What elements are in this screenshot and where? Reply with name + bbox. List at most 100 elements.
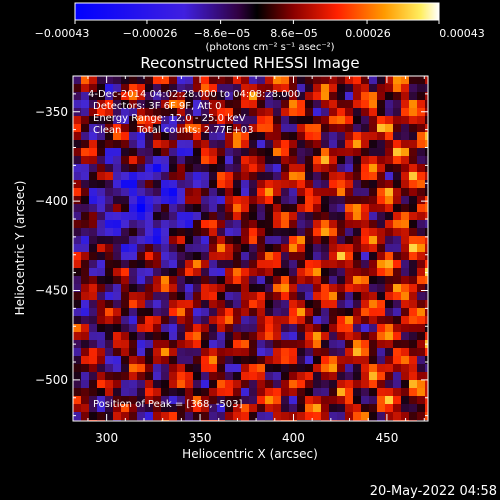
heatmap-cell [417, 284, 425, 292]
heatmap-cell [217, 332, 225, 340]
heatmap-cell [217, 292, 225, 300]
heatmap-cell [249, 252, 257, 260]
heatmap-cell [161, 92, 169, 100]
heatmap-cell [161, 292, 169, 300]
heatmap-cell [329, 172, 337, 180]
heatmap-cell [217, 324, 225, 332]
heatmap-cell [369, 300, 377, 308]
heatmap-cell [337, 276, 345, 284]
heatmap-cell [129, 212, 137, 220]
heatmap-cell [193, 148, 201, 156]
heatmap-cell [297, 276, 305, 284]
heatmap-cell [73, 140, 81, 148]
heatmap-cell [97, 236, 105, 244]
heatmap-cell [345, 404, 353, 412]
heatmap-cell [281, 388, 289, 396]
heatmap-cell [409, 220, 417, 228]
heatmap-cell [137, 292, 145, 300]
heatmap-cell [305, 252, 313, 260]
heatmap-cell [401, 196, 409, 204]
heatmap-cell [257, 132, 265, 140]
heatmap-cell [249, 148, 257, 156]
heatmap-cell [233, 292, 241, 300]
heatmap-cell [361, 252, 369, 260]
heatmap-cell [97, 276, 105, 284]
heatmap-cell [185, 260, 193, 268]
heatmap-cell [353, 388, 361, 396]
heatmap-cell [321, 236, 329, 244]
heatmap-cell [225, 244, 233, 252]
axis-ticks [73, 75, 428, 421]
heatmap-cell [121, 300, 129, 308]
heatmap-cell [385, 244, 393, 252]
heatmap-cell [161, 348, 169, 356]
heatmap-cell [337, 108, 345, 116]
heatmap-cell [185, 308, 193, 316]
heatmap-cell [233, 76, 241, 84]
heatmap-cell [193, 124, 201, 132]
heatmap-cell [233, 396, 241, 404]
heatmap-cell [273, 340, 281, 348]
heatmap-cell [105, 308, 113, 316]
heatmap-cell [193, 356, 201, 364]
heatmap-cell [345, 284, 353, 292]
heatmap-cell [129, 396, 137, 404]
heatmap-cell [193, 236, 201, 244]
heatmap-cell [385, 324, 393, 332]
heatmap-cell [377, 236, 385, 244]
heatmap-cell [185, 364, 193, 372]
heatmap-cell [225, 172, 233, 180]
heatmap-cell [345, 140, 353, 148]
heatmap-cell [169, 172, 177, 180]
heatmap-cell [369, 180, 377, 188]
heatmap-cell [385, 148, 393, 156]
heatmap-cell [361, 164, 369, 172]
heatmap-cell [137, 212, 145, 220]
heatmap-cell [281, 380, 289, 388]
heatmap-cell [305, 116, 313, 124]
heatmap-cell [233, 332, 241, 340]
heatmap-cell [153, 100, 161, 108]
heatmap-cell [257, 244, 265, 252]
heatmap-cell [201, 292, 209, 300]
heatmap-cell [393, 340, 401, 348]
annotation-energy-range: Energy Range: 12.0 - 25.0 keV [93, 113, 246, 124]
heatmap-cell [273, 228, 281, 236]
heatmap-cell [145, 100, 153, 108]
heatmap-cell [153, 124, 161, 132]
heatmap-cell [145, 364, 153, 372]
heatmap-cell [289, 276, 297, 284]
heatmap-cell [345, 92, 353, 100]
heatmap-cell [337, 356, 345, 364]
heatmap-cell [385, 84, 393, 92]
heatmap-cell [153, 212, 161, 220]
heatmap-cell [401, 84, 409, 92]
heatmap-cell [217, 364, 225, 372]
heatmap-cell [393, 324, 401, 332]
heatmap-cell [417, 316, 425, 324]
heatmap-cell [313, 156, 321, 164]
heatmap-cell [169, 412, 177, 420]
heatmap-cell [409, 388, 417, 396]
heatmap-cell [169, 364, 177, 372]
heatmap-cell [329, 204, 337, 212]
heatmap-cell [377, 180, 385, 188]
heatmap-cell [137, 116, 145, 124]
heatmap-cell [129, 172, 137, 180]
heatmap-cell [385, 276, 393, 284]
heatmap-cell [201, 284, 209, 292]
heatmap-cell [281, 316, 289, 324]
heatmap-cell [321, 212, 329, 220]
colorbar-tick-label-3: 8.6e−05 [270, 27, 317, 40]
heatmap-cell [353, 84, 361, 92]
heatmap-cell [161, 300, 169, 308]
heatmap-cell [417, 364, 425, 372]
heatmap-cell [233, 92, 241, 100]
heatmap-cell [129, 284, 137, 292]
heatmap-cell [89, 412, 97, 420]
heatmap-cell [409, 116, 417, 124]
heatmap-cell [297, 204, 305, 212]
heatmap-cell [137, 236, 145, 244]
heatmap-cell [153, 396, 161, 404]
heatmap-cell [369, 372, 377, 380]
